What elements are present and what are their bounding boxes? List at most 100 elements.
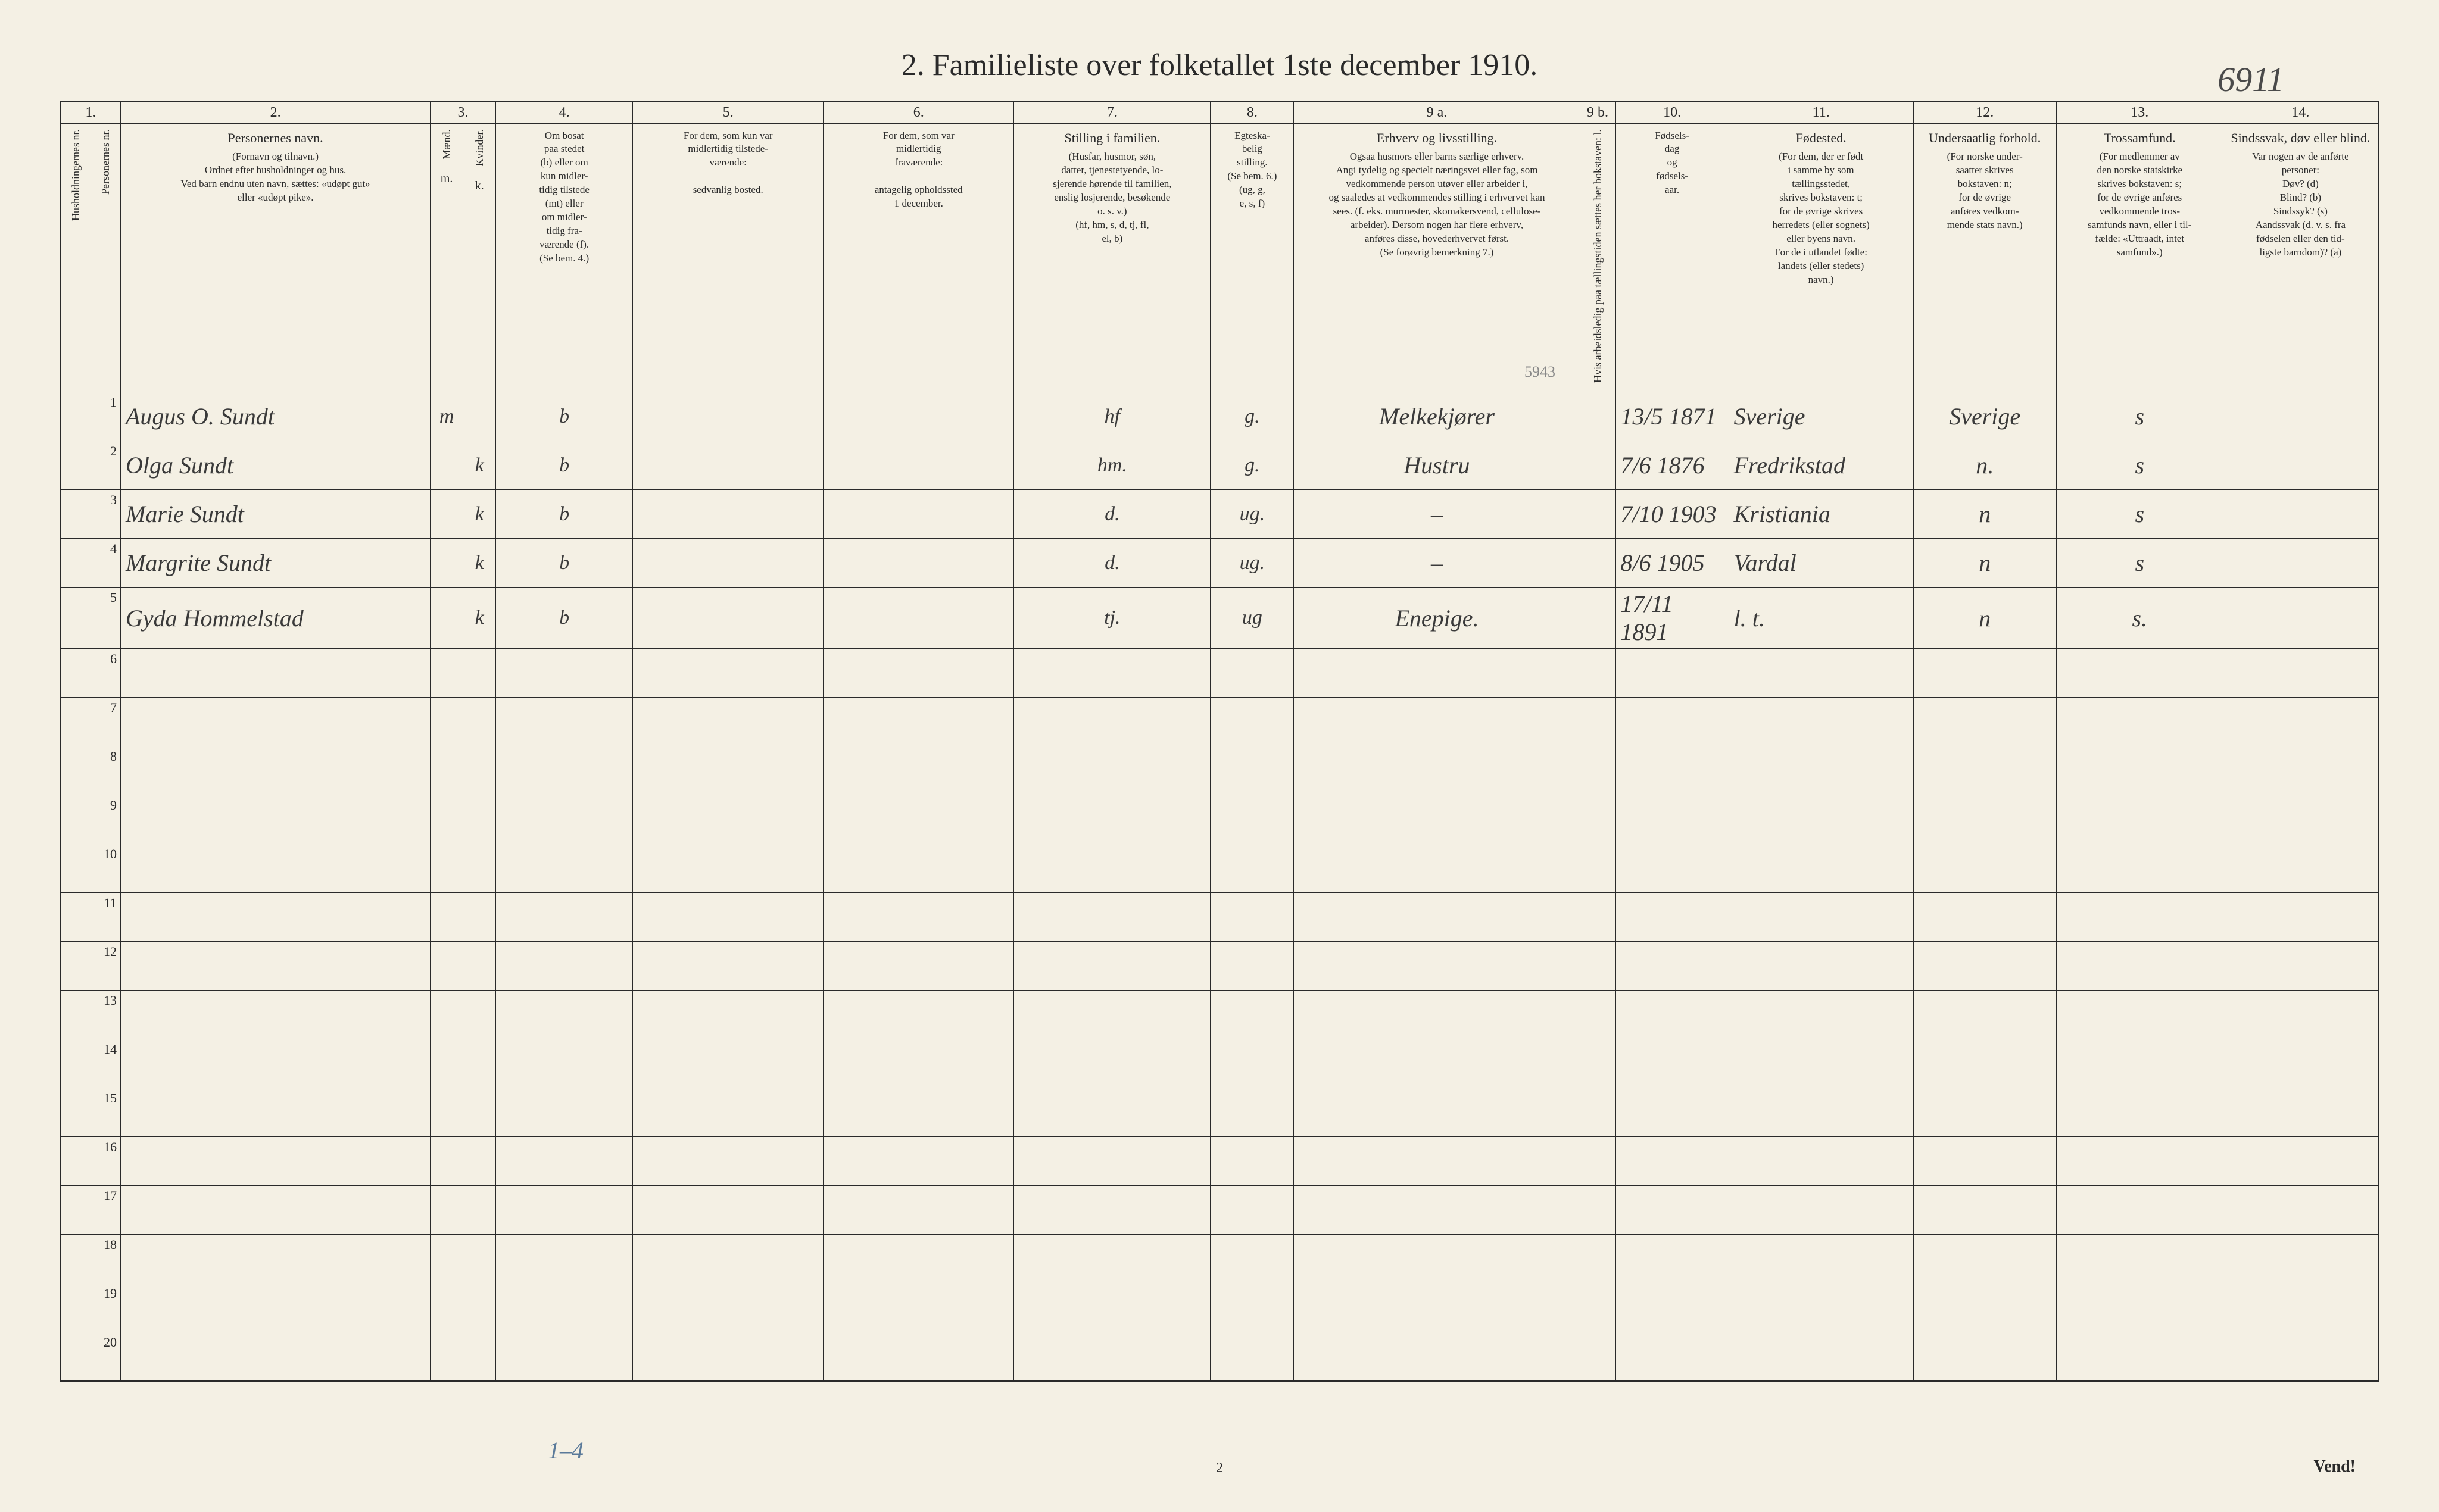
cell-fodt: 13/5 1871 <box>1615 392 1729 441</box>
cell-empty <box>61 1332 91 1381</box>
cell-empty <box>1294 1235 1580 1283</box>
cell-empty <box>1580 942 1615 991</box>
cell-sind <box>2223 490 2378 539</box>
cell-empty <box>1615 795 1729 844</box>
cell-frav <box>824 588 1014 649</box>
cell-empty <box>1615 844 1729 893</box>
column-number: 10. <box>1615 102 1729 124</box>
column-number: 14. <box>2223 102 2378 124</box>
cell-empty <box>61 893 91 942</box>
cell-empty <box>2223 1088 2378 1137</box>
cell-bosat: b <box>496 490 633 539</box>
cell-empty <box>431 1088 463 1137</box>
cell-empty <box>1580 844 1615 893</box>
cell-empty <box>633 795 824 844</box>
cell-empty <box>633 1039 824 1088</box>
cell-empty <box>1211 942 1294 991</box>
cell-erhverv: – <box>1294 539 1580 588</box>
page-number: 2 <box>1216 1460 1223 1476</box>
cell-empty <box>1615 893 1729 942</box>
cell-empty <box>2056 1186 2223 1235</box>
cell-empty <box>61 1039 91 1088</box>
cell-empty <box>431 1186 463 1235</box>
cell-empty <box>2223 844 2378 893</box>
table-row-empty: 12 <box>61 942 2378 991</box>
cell-empty <box>496 1039 633 1088</box>
column-header: For dem, som var midlertidig fraværende:… <box>824 124 1014 392</box>
cell-empty <box>1211 1039 1294 1088</box>
cell-empty <box>1014 942 1211 991</box>
cell-empty <box>1211 1332 1294 1381</box>
cell-empty <box>1913 746 2056 795</box>
cell-name: Gyda Hommelstad <box>121 588 431 649</box>
cell-empty <box>824 1137 1014 1186</box>
cell-empty: 8 <box>91 746 121 795</box>
cell-frav <box>824 441 1014 490</box>
table-row-empty: 7 <box>61 698 2378 746</box>
cell-bosat: b <box>496 392 633 441</box>
cell-empty <box>633 698 824 746</box>
cell-empty <box>2056 698 2223 746</box>
cell-empty <box>1211 1186 1294 1235</box>
cell-empty <box>1014 746 1211 795</box>
cell-empty <box>1913 942 2056 991</box>
cell-empty <box>1580 1235 1615 1283</box>
cell-empty <box>1729 893 1913 942</box>
cell-under: Sverige <box>1913 392 2056 441</box>
cell-empty <box>824 746 1014 795</box>
cell-empty <box>1729 1088 1913 1137</box>
cell-empty <box>1615 1283 1729 1332</box>
cell-empty <box>824 893 1014 942</box>
cell-empty <box>1729 942 1913 991</box>
column-header: Sindssvak, døv eller blind.Var nogen av … <box>2223 124 2378 392</box>
cell-k: k <box>463 539 496 588</box>
cell-name: Marie Sundt <box>121 490 431 539</box>
column-header: Trossamfund.(For medlemmer av den norske… <box>2056 124 2223 392</box>
cell-empty <box>431 942 463 991</box>
cell-empty <box>1580 795 1615 844</box>
cell-empty <box>1729 1235 1913 1283</box>
annotation-top-right: 6911 <box>2217 60 2284 99</box>
cell-m <box>431 539 463 588</box>
cell-tros: s <box>2056 441 2223 490</box>
cell-empty <box>431 746 463 795</box>
vend-label: Vend! <box>2313 1457 2356 1476</box>
cell-empty <box>633 1332 824 1381</box>
table-row-empty: 15 <box>61 1088 2378 1137</box>
cell-empty <box>496 991 633 1039</box>
cell-empty <box>121 1088 431 1137</box>
cell-tros: s <box>2056 490 2223 539</box>
cell-empty <box>1913 698 2056 746</box>
cell-empty: 20 <box>91 1332 121 1381</box>
cell-empty <box>61 795 91 844</box>
cell-empty <box>1913 649 2056 698</box>
cell-empty <box>1014 1039 1211 1088</box>
cell-empty <box>463 1186 496 1235</box>
cell-empty <box>1211 1088 1294 1137</box>
cell-stilling: d. <box>1014 539 1211 588</box>
cell-empty <box>1615 1235 1729 1283</box>
cell-empty <box>2056 1088 2223 1137</box>
column-number: 9 a. <box>1294 102 1580 124</box>
cell-empty <box>463 1039 496 1088</box>
cell-empty <box>1211 649 1294 698</box>
table-row-empty: 11 <box>61 893 2378 942</box>
cell-empty <box>121 649 431 698</box>
cell-sind <box>2223 392 2378 441</box>
table-body: 1Augus O. Sundtmbhfg.Melkekjører13/5 187… <box>61 392 2378 1381</box>
cell-empty <box>2056 1137 2223 1186</box>
cell-empty <box>1294 698 1580 746</box>
cell-name: Olga Sundt <box>121 441 431 490</box>
cell-empty <box>2223 1332 2378 1381</box>
cell-empty: 16 <box>91 1137 121 1186</box>
cell-under: n <box>1913 490 2056 539</box>
table-row-empty: 8 <box>61 746 2378 795</box>
cell-empty <box>2223 1039 2378 1088</box>
cell-empty <box>431 649 463 698</box>
cell-empty <box>121 991 431 1039</box>
cell-empty <box>496 795 633 844</box>
cell-empty <box>1294 746 1580 795</box>
cell-k: k <box>463 490 496 539</box>
cell-empty <box>1580 1039 1615 1088</box>
cell-frav <box>824 392 1014 441</box>
